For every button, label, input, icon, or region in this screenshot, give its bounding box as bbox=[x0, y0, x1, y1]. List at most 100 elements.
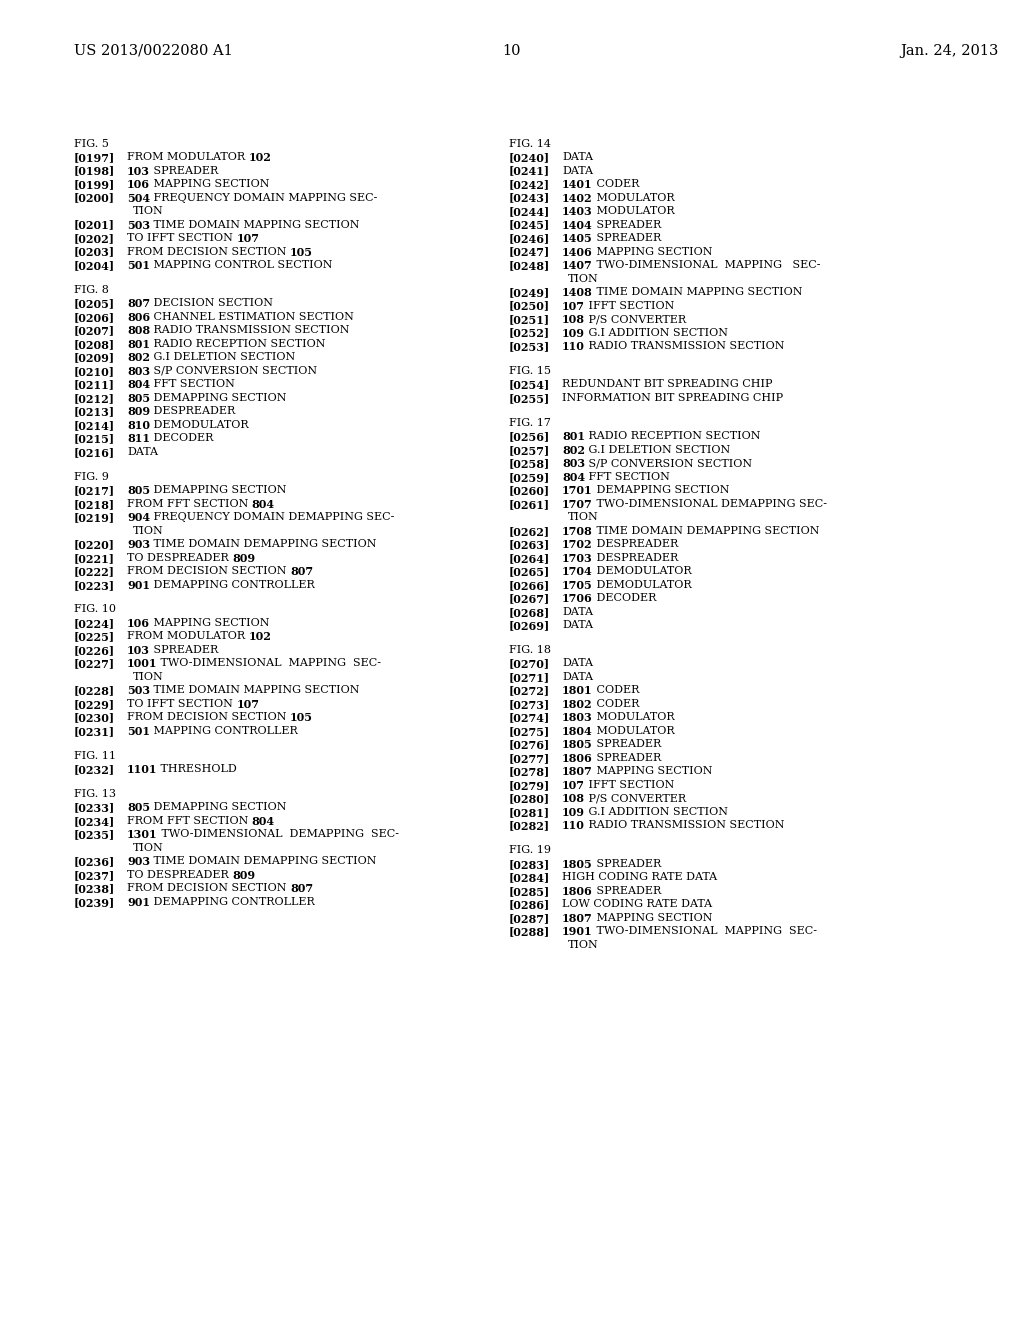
Text: [0288]: [0288] bbox=[509, 927, 550, 937]
Text: DATA: DATA bbox=[127, 447, 158, 457]
Text: [0233]: [0233] bbox=[74, 803, 115, 813]
Text: 810: 810 bbox=[127, 420, 150, 430]
Text: 108: 108 bbox=[562, 314, 585, 325]
Text: DEMODULATOR: DEMODULATOR bbox=[593, 566, 691, 576]
Text: 1801: 1801 bbox=[562, 685, 593, 697]
Text: 501: 501 bbox=[127, 726, 150, 737]
Text: 504: 504 bbox=[127, 193, 151, 203]
Text: TIME DOMAIN DEMAPPING SECTION: TIME DOMAIN DEMAPPING SECTION bbox=[151, 857, 377, 866]
Text: TION: TION bbox=[568, 273, 599, 284]
Text: DEMODULATOR: DEMODULATOR bbox=[150, 420, 249, 430]
Text: 102: 102 bbox=[249, 631, 271, 643]
Text: 108: 108 bbox=[562, 793, 585, 804]
Text: [0234]: [0234] bbox=[74, 816, 115, 826]
Text: 1705: 1705 bbox=[562, 579, 593, 590]
Text: FROM DECISION SECTION: FROM DECISION SECTION bbox=[127, 713, 290, 722]
Text: TWO-DIMENSIONAL  DEMAPPING  SEC-: TWO-DIMENSIONAL DEMAPPING SEC- bbox=[158, 829, 398, 840]
Text: [0216]: [0216] bbox=[74, 447, 115, 458]
Text: SPREADER: SPREADER bbox=[593, 739, 662, 750]
Text: 1804: 1804 bbox=[562, 726, 593, 737]
Text: [0208]: [0208] bbox=[74, 339, 115, 350]
Text: [0217]: [0217] bbox=[74, 486, 115, 496]
Text: DECODER: DECODER bbox=[150, 433, 213, 444]
Text: 804: 804 bbox=[562, 471, 586, 483]
Text: [0201]: [0201] bbox=[74, 219, 115, 231]
Text: TION: TION bbox=[133, 206, 164, 216]
Text: DESPREADER: DESPREADER bbox=[151, 407, 236, 416]
Text: [0239]: [0239] bbox=[74, 898, 115, 908]
Text: [0253]: [0253] bbox=[509, 341, 550, 352]
Text: SPREADER: SPREADER bbox=[593, 886, 662, 896]
Text: 1806: 1806 bbox=[562, 886, 593, 896]
Text: 1807: 1807 bbox=[562, 912, 593, 924]
Text: [0221]: [0221] bbox=[74, 553, 115, 564]
Text: DATA: DATA bbox=[562, 165, 593, 176]
Text: TIME DOMAIN MAPPING SECTION: TIME DOMAIN MAPPING SECTION bbox=[151, 685, 359, 696]
Text: [0209]: [0209] bbox=[74, 352, 115, 363]
Text: [0251]: [0251] bbox=[509, 314, 550, 325]
Text: TO DESPREADER: TO DESPREADER bbox=[127, 870, 232, 880]
Text: 1407: 1407 bbox=[562, 260, 593, 271]
Text: [0268]: [0268] bbox=[509, 607, 550, 618]
Text: 1802: 1802 bbox=[562, 698, 593, 710]
Text: 807: 807 bbox=[290, 883, 313, 895]
Text: DEMODULATOR: DEMODULATOR bbox=[593, 579, 691, 590]
Text: DEMAPPING SECTION: DEMAPPING SECTION bbox=[593, 486, 729, 495]
Text: [0230]: [0230] bbox=[74, 713, 115, 723]
Text: FIG. 17: FIG. 17 bbox=[509, 417, 551, 428]
Text: [0272]: [0272] bbox=[509, 685, 550, 697]
Text: 109: 109 bbox=[562, 327, 585, 339]
Text: [0200]: [0200] bbox=[74, 193, 115, 203]
Text: [0228]: [0228] bbox=[74, 685, 115, 697]
Text: G.I ADDITION SECTION: G.I ADDITION SECTION bbox=[585, 807, 728, 817]
Text: 1901: 1901 bbox=[562, 927, 593, 937]
Text: FIG. 18: FIG. 18 bbox=[509, 645, 551, 655]
Text: 1807: 1807 bbox=[562, 767, 593, 777]
Text: MODULATOR: MODULATOR bbox=[593, 726, 675, 737]
Text: RADIO TRANSMISSION SECTION: RADIO TRANSMISSION SECTION bbox=[151, 325, 349, 335]
Text: [0252]: [0252] bbox=[509, 327, 550, 339]
Text: MAPPING SECTION: MAPPING SECTION bbox=[150, 618, 269, 628]
Text: [0203]: [0203] bbox=[74, 247, 115, 257]
Text: [0245]: [0245] bbox=[509, 219, 550, 231]
Text: MODULATOR: MODULATOR bbox=[593, 206, 675, 216]
Text: REDUNDANT BIT SPREADING CHIP: REDUNDANT BIT SPREADING CHIP bbox=[562, 379, 773, 389]
Text: [0244]: [0244] bbox=[509, 206, 550, 216]
Text: [0284]: [0284] bbox=[509, 873, 550, 883]
Text: FIG. 15: FIG. 15 bbox=[509, 366, 551, 376]
Text: FROM MODULATOR: FROM MODULATOR bbox=[127, 152, 249, 162]
Text: 904: 904 bbox=[127, 512, 151, 523]
Text: 107: 107 bbox=[562, 301, 585, 312]
Text: TION: TION bbox=[133, 525, 164, 536]
Text: TO IFFT SECTION: TO IFFT SECTION bbox=[127, 234, 237, 243]
Text: [0240]: [0240] bbox=[509, 152, 550, 164]
Text: 805: 805 bbox=[127, 803, 151, 813]
Text: 1707: 1707 bbox=[562, 499, 593, 510]
Text: [0260]: [0260] bbox=[509, 486, 550, 496]
Text: FIG. 8: FIG. 8 bbox=[74, 285, 109, 294]
Text: [0237]: [0237] bbox=[74, 870, 115, 880]
Text: [0202]: [0202] bbox=[74, 234, 115, 244]
Text: 1806: 1806 bbox=[562, 752, 593, 764]
Text: [0250]: [0250] bbox=[509, 301, 550, 312]
Text: FFT SECTION: FFT SECTION bbox=[151, 379, 234, 389]
Text: [0197]: [0197] bbox=[74, 152, 115, 164]
Text: 808: 808 bbox=[127, 325, 151, 337]
Text: [0215]: [0215] bbox=[74, 433, 115, 445]
Text: FIG. 11: FIG. 11 bbox=[74, 751, 116, 760]
Text: [0269]: [0269] bbox=[509, 620, 550, 631]
Text: [0270]: [0270] bbox=[509, 659, 550, 669]
Text: FROM DECISION SECTION: FROM DECISION SECTION bbox=[127, 247, 290, 256]
Text: TO IFFT SECTION: TO IFFT SECTION bbox=[127, 698, 237, 709]
Text: [0212]: [0212] bbox=[74, 393, 115, 404]
Text: [0226]: [0226] bbox=[74, 645, 115, 656]
Text: SPREADER: SPREADER bbox=[593, 752, 662, 763]
Text: [0247]: [0247] bbox=[509, 247, 550, 257]
Text: 1402: 1402 bbox=[562, 193, 593, 203]
Text: [0207]: [0207] bbox=[74, 325, 115, 337]
Text: [0248]: [0248] bbox=[509, 260, 550, 271]
Text: 809: 809 bbox=[127, 407, 151, 417]
Text: 102: 102 bbox=[249, 152, 271, 164]
Text: 801: 801 bbox=[127, 339, 150, 350]
Text: [0232]: [0232] bbox=[74, 764, 115, 775]
